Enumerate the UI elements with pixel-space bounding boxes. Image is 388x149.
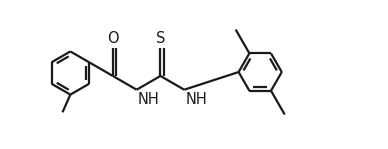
Text: NH: NH bbox=[185, 92, 207, 107]
Text: S: S bbox=[156, 31, 165, 46]
Text: O: O bbox=[107, 31, 119, 46]
Text: NH: NH bbox=[138, 92, 159, 107]
